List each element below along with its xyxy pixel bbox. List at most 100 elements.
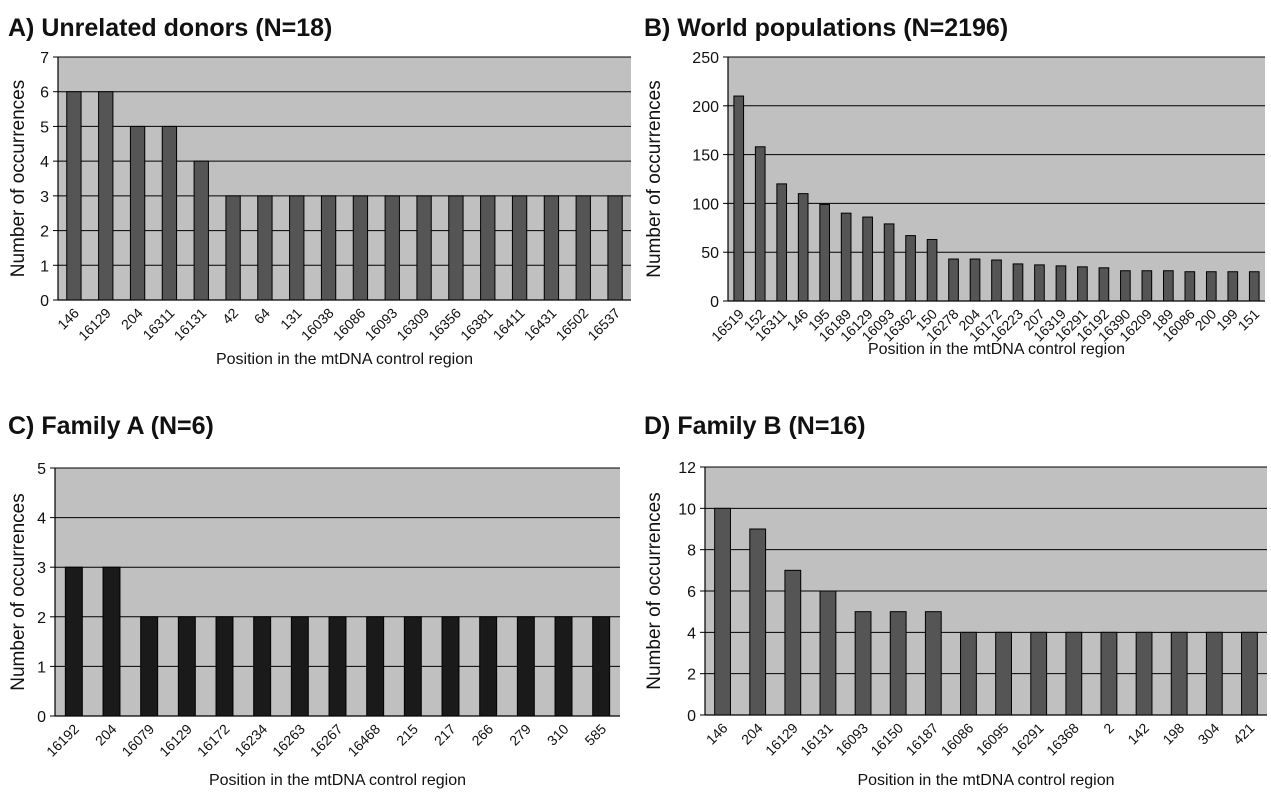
y-tick-label: 12 bbox=[678, 460, 696, 477]
y-tick-label: 3 bbox=[40, 189, 49, 206]
y-tick-label: 0 bbox=[40, 293, 49, 310]
y-tick-label: 50 bbox=[701, 245, 719, 262]
x-tick-label: 142 bbox=[1124, 720, 1152, 748]
x-tick-label: 16093 bbox=[832, 720, 871, 759]
bar bbox=[1227, 271, 1239, 302]
bar bbox=[215, 616, 234, 717]
bar bbox=[1065, 631, 1083, 716]
x-tick-label: 16381 bbox=[457, 305, 496, 344]
x-tick-label: 16086 bbox=[330, 305, 369, 344]
bar bbox=[384, 195, 400, 301]
y-tick-label: 6 bbox=[40, 85, 49, 102]
bar bbox=[592, 616, 611, 717]
chart-panel-c: C) Family A (N=6) 0 1 2 3 4 5 16192 204 16079 161… bbox=[0, 398, 636, 797]
x-tick-label: 198 bbox=[1159, 720, 1187, 748]
bar bbox=[883, 223, 895, 302]
x-tick-label: 204 bbox=[738, 720, 766, 748]
y-tick-label: 4 bbox=[40, 154, 49, 171]
bar bbox=[253, 616, 272, 717]
x-tick-label: 16129 bbox=[75, 305, 114, 344]
y-tick-label: 5 bbox=[40, 119, 49, 136]
bar bbox=[991, 259, 1002, 302]
bar bbox=[479, 616, 498, 717]
bar bbox=[948, 258, 959, 302]
bar bbox=[1170, 631, 1188, 716]
x-tick-label: 42 bbox=[219, 305, 241, 327]
y-tick-label: 100 bbox=[692, 196, 719, 213]
bar-chart-b: 0501001502002501651915216311146195161891… bbox=[644, 50, 1265, 358]
x-tick-label: 151 bbox=[1235, 306, 1263, 334]
bar bbox=[66, 91, 82, 301]
x-tick-label: 279 bbox=[506, 721, 534, 749]
x-tick-label: 310 bbox=[544, 721, 572, 749]
x-tick-label: 16131 bbox=[171, 305, 210, 344]
bar bbox=[1012, 263, 1024, 302]
y-tick-label: 2 bbox=[40, 224, 49, 241]
x-tick-label: 16519 bbox=[708, 306, 747, 345]
y-tick-label: 2 bbox=[37, 610, 46, 627]
x-tick-label: 16172 bbox=[194, 721, 233, 760]
bar bbox=[1205, 631, 1223, 716]
x-tick-label: 304 bbox=[1195, 720, 1223, 748]
bar bbox=[366, 616, 385, 717]
x-tick-label: 16411 bbox=[490, 305, 528, 343]
bar bbox=[714, 507, 731, 716]
y-axis-label: Number of occurrences bbox=[644, 80, 665, 277]
chart-panel-d: D) Family B (N=16) 0 2 4 6 8 10 12 146 204 16129 1… bbox=[636, 398, 1271, 797]
bar bbox=[554, 616, 573, 717]
x-axis-label: Position in the mtDNA control region bbox=[857, 772, 1114, 789]
x-tick-label: 16368 bbox=[1043, 720, 1082, 759]
bar bbox=[290, 616, 309, 717]
y-tick-label: 0 bbox=[710, 294, 719, 311]
x-tick-label: 421 bbox=[1230, 720, 1258, 748]
bar bbox=[776, 183, 788, 302]
bar bbox=[960, 631, 977, 716]
x-tick-label: 16095 bbox=[973, 720, 1012, 759]
chart-title: A) Unrelated donors (N=18) bbox=[8, 14, 333, 42]
x-tick-label: 204 bbox=[92, 721, 120, 749]
bar bbox=[1141, 270, 1153, 302]
x-tick-label: 16309 bbox=[393, 305, 432, 344]
y-tick-label: 10 bbox=[678, 501, 696, 518]
bar bbox=[193, 160, 209, 301]
x-tick-label: 266 bbox=[468, 721, 496, 749]
x-tick-label: 16502 bbox=[553, 305, 592, 344]
bar bbox=[862, 216, 873, 302]
x-tick-label: 16468 bbox=[344, 721, 383, 760]
plot-area bbox=[58, 57, 631, 300]
y-tick-label: 8 bbox=[687, 543, 696, 560]
bar bbox=[797, 193, 809, 302]
bar bbox=[1098, 267, 1110, 302]
bar bbox=[257, 195, 273, 301]
x-tick-label: 16187 bbox=[903, 720, 942, 759]
x-tick-label: 16234 bbox=[231, 721, 270, 760]
y-tick-label: 7 bbox=[40, 50, 49, 67]
x-tick-label: 16038 bbox=[298, 305, 337, 344]
bar bbox=[607, 195, 623, 301]
bar bbox=[448, 195, 464, 301]
bar bbox=[441, 616, 460, 717]
y-axis-label: Number of occurrences bbox=[8, 493, 29, 690]
chart-title: D) Family B (N=16) bbox=[644, 412, 866, 440]
x-axis-label: Position in the mtDNA control region bbox=[209, 772, 466, 789]
bar bbox=[161, 125, 178, 301]
bar bbox=[177, 616, 196, 717]
x-tick-label: 16086 bbox=[938, 720, 977, 759]
y-tick-label: 150 bbox=[692, 148, 719, 165]
x-tick-label: 217 bbox=[431, 721, 459, 749]
x-tick-label: 16093 bbox=[362, 305, 401, 344]
bar bbox=[754, 146, 766, 302]
y-tick-label: 0 bbox=[687, 708, 696, 725]
chart-panel-b: B) World populations (N=2196) 0 50 100 150 2… bbox=[636, 0, 1271, 398]
bar-chart-d: 0 2 4 6 8 10 12 146 2041612916131160931615016187… bbox=[644, 460, 1267, 789]
chart-panel-a: A) Unrelated donors (N=18) 0 1 2 3 4 5 6 7 146 16… bbox=[0, 0, 636, 398]
bar bbox=[1100, 631, 1118, 716]
bar bbox=[969, 258, 981, 302]
bar bbox=[1120, 270, 1131, 302]
bar bbox=[575, 195, 591, 301]
bar bbox=[320, 195, 337, 301]
y-tick-label: 0 bbox=[37, 709, 46, 726]
x-tick-label: 16150 bbox=[867, 720, 906, 759]
